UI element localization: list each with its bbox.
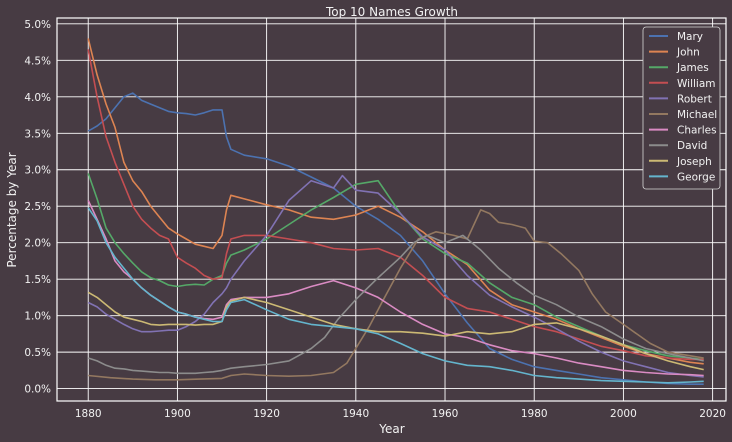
x-tick-label: 1880 xyxy=(75,408,102,420)
chart-title: Top 10 Names Growth xyxy=(325,5,458,19)
y-tick-label: 4.0% xyxy=(24,92,51,104)
legend-label-john: John xyxy=(676,47,700,59)
y-tick-label: 2.5% xyxy=(24,201,51,213)
y-axis-label: Percentage by Year xyxy=(5,152,19,267)
legend-label-george: George xyxy=(677,171,715,183)
x-axis: 1880 1900 1920 1940 1960 1980 2000 2020 xyxy=(75,408,726,420)
series-line-james xyxy=(87,173,704,361)
y-tick-label: 3.5% xyxy=(24,128,51,140)
y-axis: 0.0% 0.5% 1.0% 1.5% 2.0% 2.5% 3.0% 3.5% 4.0% 4.5%… xyxy=(24,19,51,396)
x-tick-label: 1980 xyxy=(521,408,548,420)
legend-label-mary: Mary xyxy=(677,31,703,43)
legend-label-james: James xyxy=(676,62,709,74)
legend-label-david: David xyxy=(677,140,707,152)
y-tick-label: 1.5% xyxy=(24,274,51,286)
series-line-joseph xyxy=(87,291,704,371)
series-line-michael xyxy=(88,209,704,381)
x-tick-label: 2000 xyxy=(610,408,637,420)
legend-label-joseph: Joseph xyxy=(676,156,712,168)
legend-label-michael: Michael xyxy=(677,109,717,121)
legend-label-robert: Robert xyxy=(677,93,712,105)
plot-frame xyxy=(56,17,727,402)
legend-label-charles: Charles xyxy=(677,125,717,137)
legend: Mary John James William Robert Michael Charles… xyxy=(642,26,721,190)
legend-label-william: William xyxy=(677,78,715,90)
y-tick-label: 2.0% xyxy=(24,238,51,250)
x-tick-label: 1920 xyxy=(253,408,280,420)
x-tick-label: 1940 xyxy=(342,408,369,420)
x-tick-label: 1960 xyxy=(432,408,459,420)
y-tick-label: 0.0% xyxy=(24,384,51,396)
y-tick-label: 0.5% xyxy=(24,347,51,359)
series-lines xyxy=(87,38,704,385)
y-tick-label: 3.0% xyxy=(24,165,51,177)
series-line-robert xyxy=(87,174,704,378)
y-tick-label: 4.5% xyxy=(24,55,51,67)
plot-area xyxy=(57,18,726,401)
x-tick-label: 1900 xyxy=(164,408,191,420)
series-line-john xyxy=(87,38,704,365)
y-tick-label: 1.0% xyxy=(24,311,51,323)
y-tick-label: 5.0% xyxy=(24,19,51,31)
series-line-mary xyxy=(87,92,704,385)
x-axis-label: Year xyxy=(378,422,404,436)
x-tick-label: 2020 xyxy=(699,408,726,420)
series-line-david xyxy=(87,234,704,375)
series-line-george xyxy=(87,207,704,384)
